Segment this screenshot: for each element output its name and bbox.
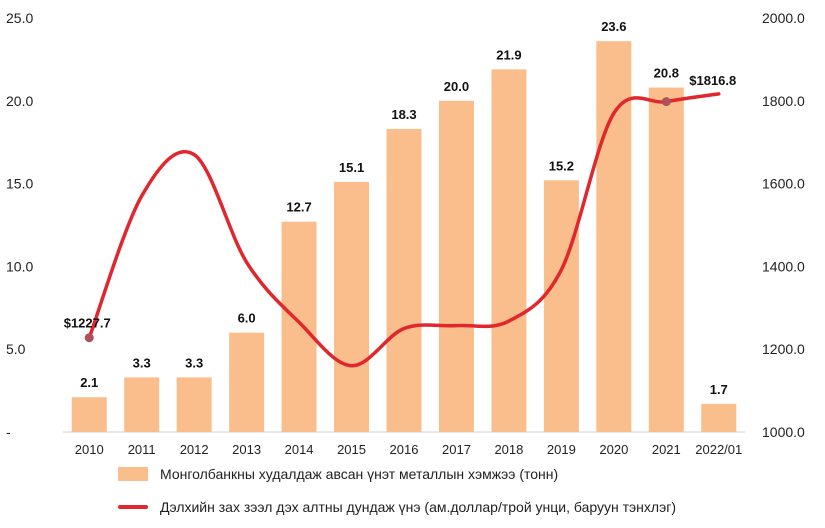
- bar: [648, 87, 684, 432]
- x-tick-label: 2017: [442, 442, 471, 457]
- x-tick-label: 2021: [652, 442, 681, 457]
- x-tick-label: 2011: [128, 442, 156, 457]
- bar-data-label: 15.2: [549, 158, 574, 173]
- x-tick-label: 2010: [75, 442, 104, 457]
- line-marker: [661, 97, 671, 107]
- right-tick-label: 1600.0: [762, 176, 805, 192]
- left-axis-ticks: - 5.0 10.0 15.0 20.0 25.0: [6, 10, 33, 440]
- line-marker: [84, 333, 94, 343]
- bar: [281, 221, 317, 432]
- bar: [71, 397, 107, 432]
- left-tick-label: -: [6, 424, 11, 440]
- x-tick-label: 2019: [547, 442, 576, 457]
- bar-data-labels: 2.1 3.3 3.3 6.0 12.7 15.1 18.3 20.0 21.9 15.2 23.6…: [80, 19, 728, 397]
- bar: [701, 403, 737, 432]
- bar-data-label: 20.0: [444, 79, 469, 94]
- legend-label-bar: Монголбанкны худалдаж авсан үнэт металлы…: [160, 466, 559, 482]
- bar-data-label: 3.3: [133, 355, 151, 370]
- left-tick-label: 5.0: [6, 341, 26, 357]
- legend-swatch-bar: [118, 467, 148, 481]
- legend-label-line: Дэлхийн зах зээл дэх алтны дундаж үнэ (а…: [160, 499, 676, 515]
- bar: [491, 69, 527, 432]
- right-tick-label: 1800.0: [762, 93, 805, 109]
- left-tick-label: 10.0: [6, 258, 33, 274]
- bar: [438, 100, 474, 433]
- line-series: [84, 92, 721, 368]
- bar-series: [71, 41, 737, 433]
- right-tick-label: 1400.0: [762, 258, 805, 274]
- x-tick-label: 2016: [390, 442, 419, 457]
- line-point-label: $1816.8: [689, 73, 736, 88]
- x-tick-label: 2018: [494, 442, 523, 457]
- bar-data-label: 23.6: [601, 19, 626, 34]
- bar-data-label: 3.3: [185, 355, 203, 370]
- x-tick-label: 2015: [337, 442, 366, 457]
- left-tick-label: 15.0: [6, 176, 33, 192]
- bar: [124, 377, 160, 432]
- line-point-label: $1227.7: [64, 316, 111, 331]
- legend-item-line: Дэлхийн зах зээл дэх алтны дундаж үнэ (а…: [118, 499, 676, 515]
- x-tick-label: 2022/01: [695, 442, 742, 457]
- bar: [543, 180, 579, 432]
- bar-data-label: 21.9: [496, 47, 521, 62]
- x-tick-label: 2014: [285, 442, 314, 457]
- bar: [596, 41, 632, 433]
- bar-data-label: 2.1: [80, 375, 98, 390]
- bar: [386, 128, 422, 432]
- legend-swatch-line: [118, 505, 148, 509]
- x-tick-label: 2013: [232, 442, 261, 457]
- bar: [229, 332, 265, 432]
- bar-data-label: 12.7: [286, 200, 311, 215]
- left-tick-label: 20.0: [6, 93, 33, 109]
- bar-data-label: 18.3: [391, 107, 416, 122]
- legend-item-bar: Монголбанкны худалдаж авсан үнэт металлы…: [118, 466, 558, 482]
- left-tick-label: 25.0: [6, 10, 33, 26]
- bar-data-label: 20.8: [654, 66, 679, 81]
- right-axis-ticks: 1000.0 1200.0 1400.0 1600.0 1800.0 2000.0: [762, 10, 805, 440]
- bar: [176, 377, 212, 432]
- bar-data-label: 1.7: [710, 382, 728, 397]
- x-tick-label: 2020: [599, 442, 628, 457]
- line-point-labels: $1227.7 $1816.8: [64, 73, 737, 331]
- x-axis-ticks: 2010 2011 2012 2013 2014 2015 2016 2017 2018 2019…: [75, 442, 742, 457]
- bar-data-label: 6.0: [238, 311, 256, 326]
- right-tick-label: 2000.0: [762, 10, 805, 26]
- gold-price-line: [87, 92, 721, 368]
- bar: [334, 181, 370, 432]
- right-tick-label: 1200.0: [762, 341, 805, 357]
- x-tick-label: 2012: [180, 442, 209, 457]
- right-tick-label: 1000.0: [762, 424, 805, 440]
- bar-data-label: 15.1: [339, 160, 364, 175]
